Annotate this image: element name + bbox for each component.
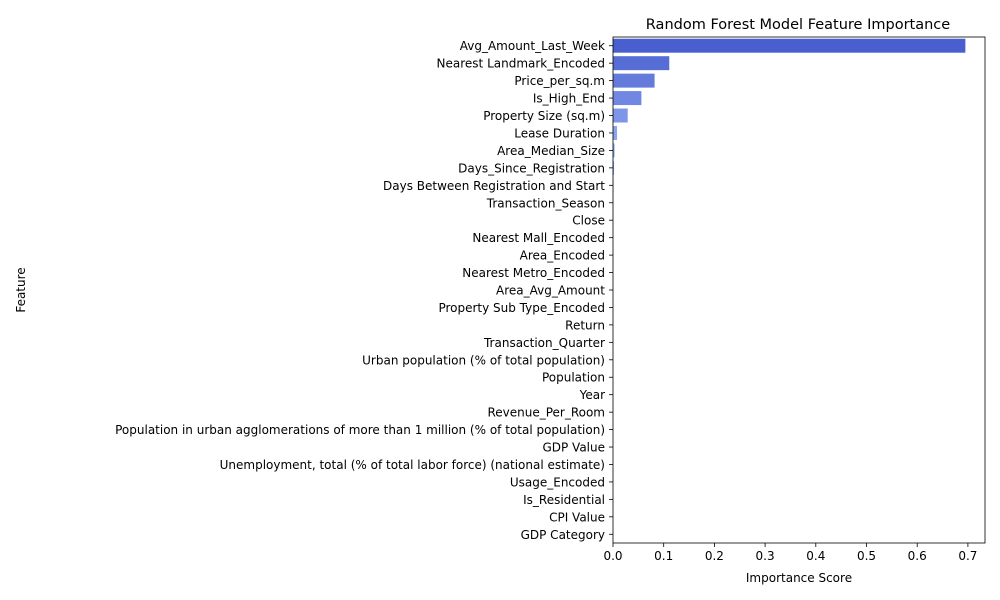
bars-group: [613, 38, 966, 420]
y-tick-label: GDP Value: [542, 441, 605, 455]
y-tick-label: Property Sub Type_Encoded: [438, 301, 605, 315]
y-tick-label: Lease Duration: [514, 126, 605, 140]
y-tick-label: Is_High_End: [533, 92, 605, 106]
y-tick-label: Area_Median_Size: [497, 144, 605, 158]
y-tick-label: Transaction_Quarter: [483, 336, 605, 350]
y-tick-label: Population in urban agglomerations of mo…: [115, 423, 605, 437]
y-tick-label: Urban population (% of total population): [362, 353, 605, 367]
y-tick-label: Return: [565, 318, 605, 332]
x-axis-label: Importance Score: [746, 571, 852, 585]
x-tick-label: 0.1: [654, 549, 673, 563]
y-tick-label: Transaction_Season: [486, 196, 605, 210]
y-tick-label: Usage_Encoded: [510, 475, 605, 489]
y-tick-label: Close: [572, 214, 605, 228]
y-tick-label: Year: [579, 388, 605, 402]
y-tick-label: Nearest Metro_Encoded: [462, 266, 605, 280]
y-tick-label: Days_Since_Registration: [458, 161, 605, 175]
x-ticks: 0.0 0.1 0.2 0.3 0.4 0.5 0.6 0.7: [603, 543, 977, 563]
y-tick-label: Area_Avg_Amount: [496, 284, 605, 298]
y-tick-label: CPI Value: [549, 510, 605, 524]
y-axis-label: Feature: [14, 267, 28, 312]
x-tick-label: 0.3: [756, 549, 775, 563]
y-tick-label: GDP Category: [521, 528, 605, 542]
bar-2: [613, 56, 670, 71]
y-tick-label: Days Between Registration and Start: [383, 179, 605, 193]
bar-1: [613, 38, 966, 53]
y-tick-label: Nearest Mall_Encoded: [472, 231, 605, 245]
y-tick-label: Price_per_sq.m: [514, 74, 605, 88]
x-tick-label: 0.5: [857, 549, 876, 563]
x-tick-label: 0.2: [705, 549, 724, 563]
y-tick-label: Is_Residential: [523, 493, 605, 507]
y-tick-label: Property Size (sq.m): [483, 109, 605, 123]
x-tick-label: 0.7: [958, 549, 977, 563]
y-tick-labels: Avg_Amount_Last_Week Nearest Landmark_Enc…: [115, 39, 613, 542]
bar-4: [613, 91, 642, 106]
y-tick-label: Unemployment, total (% of total labor fo…: [220, 458, 605, 472]
bar-6: [613, 125, 618, 140]
plot-area-frame: [612, 36, 986, 544]
x-tick-label: 0.6: [908, 549, 927, 563]
y-tick-label: Avg_Amount_Last_Week: [460, 39, 605, 53]
y-tick-label: Nearest Landmark_Encoded: [437, 57, 605, 71]
y-tick-label: Revenue_Per_Room: [487, 406, 605, 420]
bar-5: [613, 108, 628, 123]
bar-3: [613, 73, 655, 88]
y-tick-label: Population: [542, 371, 605, 385]
bar-7: [613, 143, 615, 158]
y-tick-label: Area_Encoded: [520, 249, 605, 263]
x-tick-label: 0.0: [603, 549, 622, 563]
bar-8: [613, 160, 615, 175]
x-tick-label: 0.4: [806, 549, 825, 563]
chart-title: Random Forest Model Feature Importance: [646, 17, 950, 33]
